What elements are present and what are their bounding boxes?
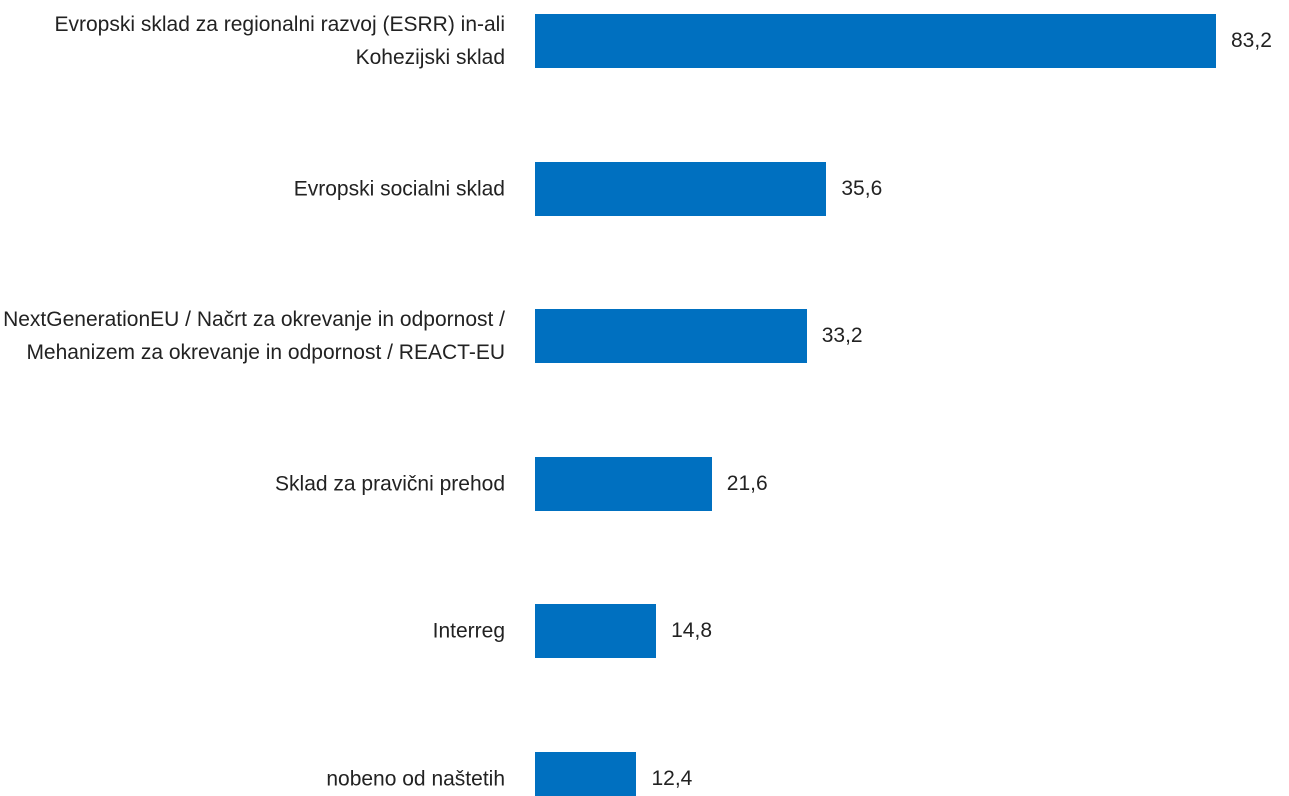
category-label: nobeno od naštetih (326, 767, 505, 790)
bar (535, 604, 657, 658)
category-label: Evropski sklad za regionalni razvoj (ESR… (54, 13, 506, 69)
value-label: 35,6 (841, 176, 883, 200)
bar (535, 456, 712, 511)
value-label: 83,2 (1231, 29, 1272, 52)
value-label: 33,2 (821, 324, 863, 347)
category-label: NextGenerationEU / Načrt za okrevanje in… (3, 308, 505, 364)
bar (535, 309, 807, 363)
bar (535, 751, 637, 796)
bar (535, 14, 1216, 68)
value-label: 14,8 (671, 619, 712, 642)
category-label: Evropski socialni sklad (293, 177, 505, 200)
value-label: 12,4 (651, 766, 693, 790)
category-label: Sklad za pravični prehod (275, 472, 505, 495)
bar (535, 161, 827, 216)
value-label: 21,6 (726, 471, 768, 495)
category-label: Interreg (432, 619, 505, 643)
